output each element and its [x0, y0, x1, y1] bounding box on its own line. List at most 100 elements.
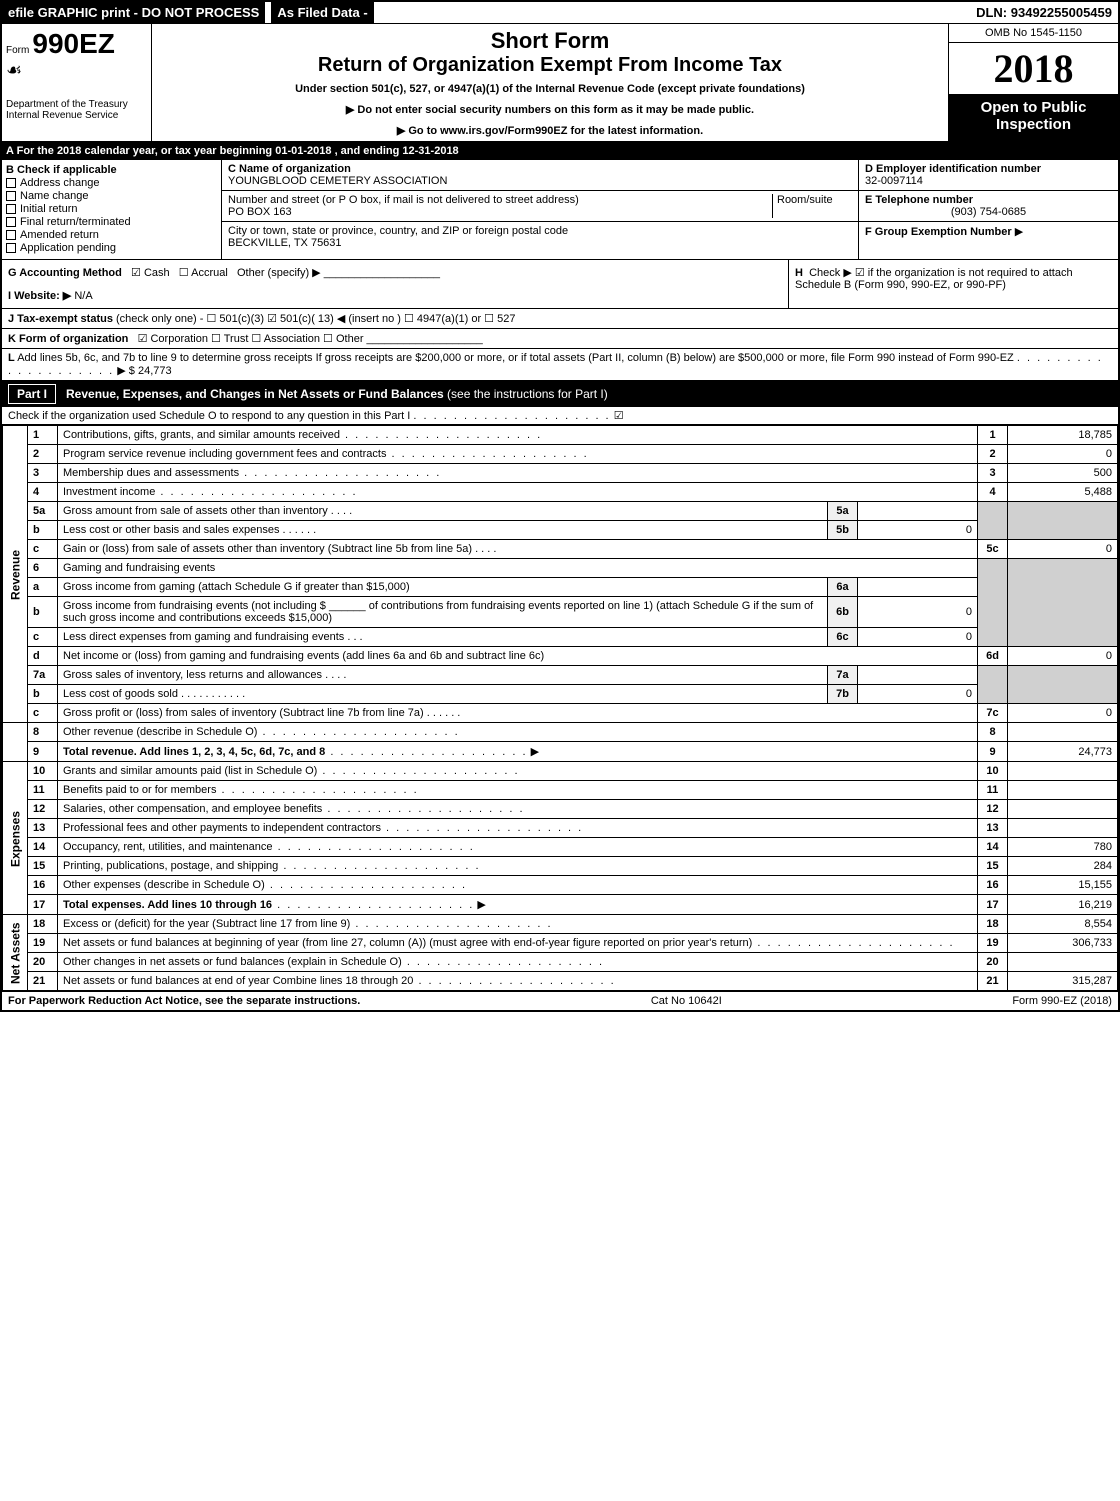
part-1-label: Part I: [8, 384, 56, 404]
l-value: 24,773: [138, 365, 172, 377]
ein-label: D Employer identification number: [865, 163, 1112, 175]
title-cell: Short Form Return of Organization Exempt…: [152, 24, 948, 141]
line-4: 4 Investment income 4 5,488: [3, 483, 1118, 502]
line-7a: 7a Gross sales of inventory, less return…: [3, 666, 1118, 685]
as-filed-label: As Filed Data -: [271, 2, 373, 23]
footer-row: For Paperwork Reduction Act Notice, see …: [2, 991, 1118, 1010]
under-section: Under section 501(c), 527, or 4947(a)(1)…: [162, 83, 938, 95]
line-2: 2 Program service revenue including gove…: [3, 445, 1118, 464]
line-6a: a Gross income from gaming (attach Sched…: [3, 578, 1118, 597]
g-cash: Cash: [144, 267, 170, 279]
line-10: Expenses 10 Grants and similar amounts p…: [3, 762, 1118, 781]
short-form-title: Short Form: [162, 28, 938, 54]
l-text: Add lines 5b, 6c, and 7b to line 9 to de…: [17, 352, 1014, 364]
g-label: G Accounting Method: [8, 267, 122, 279]
ein-value: 32-0097114: [865, 175, 1112, 187]
city-label: City or town, state or province, country…: [228, 225, 852, 237]
top-bar: efile GRAPHIC print - DO NOT PROCESS As …: [2, 2, 1118, 24]
phone-value: (903) 754-0685: [865, 206, 1112, 218]
dln-label: DLN:: [976, 5, 1011, 20]
section-bcd: B Check if applicable Address change Nam…: [2, 160, 1118, 260]
city-row: City or town, state or province, country…: [222, 222, 858, 252]
efile-label: efile GRAPHIC print - DO NOT PROCESS: [2, 2, 265, 23]
checkbox-address-change[interactable]: Address change: [6, 177, 217, 189]
col-def: D Employer identification number 32-0097…: [858, 160, 1118, 259]
line-5a: 5a Gross amount from sale of assets othe…: [3, 502, 1118, 521]
sched-o-text: Check if the organization used Schedule …: [8, 410, 410, 422]
row-a-prefix: A: [6, 145, 14, 157]
h-label: H: [795, 267, 803, 279]
phone-row: E Telephone number (903) 754-0685: [859, 191, 1118, 222]
row-a-text: For the 2018 calendar year, or tax year …: [17, 145, 276, 157]
row-a-end: 12-31-2018: [402, 145, 458, 157]
line-13: 13 Professional fees and other payments …: [3, 819, 1118, 838]
line-16: 16 Other expenses (describe in Schedule …: [3, 876, 1118, 895]
line-6b: b Gross income from fundraising events (…: [3, 597, 1118, 628]
line-1: Revenue 1 Contributions, gifts, grants, …: [3, 426, 1118, 445]
checkbox-name-change[interactable]: Name change: [6, 190, 217, 202]
form-number-cell: Form 990EZ ☙ Department of the Treasury …: [2, 24, 152, 141]
revenue-section-label: Revenue: [3, 426, 28, 723]
h-text: Check ▶ ☑ if the organization is not req…: [795, 267, 1073, 291]
netassets-section-label: Net Assets: [3, 915, 28, 991]
gross-receipts-row: L Add lines 5b, 6c, and 7b to line 9 to …: [2, 349, 1118, 381]
org-name-value: YOUNGBLOOD CEMETERY ASSOCIATION: [228, 175, 852, 187]
k-label: K Form of organization: [8, 333, 128, 345]
line-15: 15 Printing, publications, postage, and …: [3, 857, 1118, 876]
form-990ez-container: efile GRAPHIC print - DO NOT PROCESS As …: [0, 0, 1120, 1012]
line-17: 17 Total expenses. Add lines 10 through …: [3, 895, 1118, 915]
open-public-label: Open to Public Inspection: [949, 95, 1118, 141]
tax-exempt-status-row: J Tax-exempt status (check only one) - ☐…: [2, 309, 1118, 329]
street-value: PO BOX 163: [228, 206, 772, 218]
omb-number: OMB No 1545-1150: [949, 24, 1118, 43]
return-title: Return of Organization Exempt From Incom…: [162, 54, 938, 77]
line-9: 9 Total revenue. Add lines 1, 2, 3, 4, 5…: [3, 742, 1118, 762]
checkbox-final-return[interactable]: Final return/terminated: [6, 216, 217, 228]
line-12: 12 Salaries, other compensation, and emp…: [3, 800, 1118, 819]
part-1-subtitle: (see the instructions for Part I): [447, 387, 608, 401]
line-8: 8 Other revenue (describe in Schedule O)…: [3, 723, 1118, 742]
row-a-mid: , and ending: [335, 145, 403, 157]
i-value: N/A: [74, 290, 92, 302]
j-label: J Tax-exempt status: [8, 313, 113, 325]
sched-o-checkbox[interactable]: ☑: [614, 410, 624, 422]
part-1-title: Revenue, Expenses, and Changes in Net As…: [66, 387, 444, 401]
col-b-label: B Check if applicable: [6, 164, 217, 176]
schedule-b-check: H Check ▶ ☑ if the organization is not r…: [788, 260, 1118, 308]
dln-value: 93492255005459: [1011, 5, 1112, 20]
row-a-tax-year: A For the 2018 calendar year, or tax yea…: [2, 143, 1118, 160]
checkbox-amended-return[interactable]: Amended return: [6, 229, 217, 241]
part-1-header: Part I Revenue, Expenses, and Changes in…: [2, 381, 1118, 407]
col-c-org-info: C Name of organization YOUNGBLOOD CEMETE…: [222, 160, 858, 259]
g-accrual: Accrual: [191, 267, 228, 279]
dln-text: DLN: 93492255005459: [970, 2, 1118, 23]
g-other: Other (specify) ▶: [237, 267, 321, 279]
line-3: 3 Membership dues and assessments 3 500: [3, 464, 1118, 483]
form-header: Form 990EZ ☙ Department of the Treasury …: [2, 24, 1118, 143]
line-14: 14 Occupancy, rent, utilities, and maint…: [3, 838, 1118, 857]
room-suite-label: Room/suite: [772, 194, 852, 218]
org-name-label: C Name of organization: [228, 163, 852, 175]
l-value-prefix: ▶ $: [117, 365, 138, 377]
accounting-method: G Accounting Method ☑ Cash ☐ Accrual Oth…: [2, 260, 788, 308]
line-7b: b Less cost of goods sold . . . . . . . …: [3, 685, 1118, 704]
right-header-cell: OMB No 1545-1150 2018 Open to Public Ins…: [948, 24, 1118, 141]
row-a-begin: 01-01-2018: [275, 145, 331, 157]
org-name-row: C Name of organization YOUNGBLOOD CEMETE…: [222, 160, 858, 191]
j-text: (check only one) - ☐ 501(c)(3) ☑ 501(c)(…: [116, 313, 515, 325]
line-11: 11 Benefits paid to or for members 11: [3, 781, 1118, 800]
line-20: 20 Other changes in net assets or fund b…: [3, 953, 1118, 972]
hint-ssn: Do not enter social security numbers on …: [162, 103, 938, 116]
city-value: BECKVILLE, TX 75631: [228, 237, 852, 249]
checkbox-application-pending[interactable]: Application pending: [6, 242, 217, 254]
paperwork-notice: For Paperwork Reduction Act Notice, see …: [8, 995, 360, 1007]
l-label: L: [8, 352, 15, 364]
checkbox-initial-return[interactable]: Initial return: [6, 203, 217, 215]
street-row: Number and street (or P O box, if mail i…: [222, 191, 858, 222]
form-prefix: Form: [6, 45, 29, 56]
k-text: ☑ Corporation ☐ Trust ☐ Association ☐ Ot…: [138, 333, 364, 345]
dept-label: Department of the Treasury: [6, 81, 147, 110]
irs-label: Internal Revenue Service: [6, 110, 147, 121]
tax-year: 2018: [949, 43, 1118, 95]
line-6c: c Less direct expenses from gaming and f…: [3, 628, 1118, 647]
